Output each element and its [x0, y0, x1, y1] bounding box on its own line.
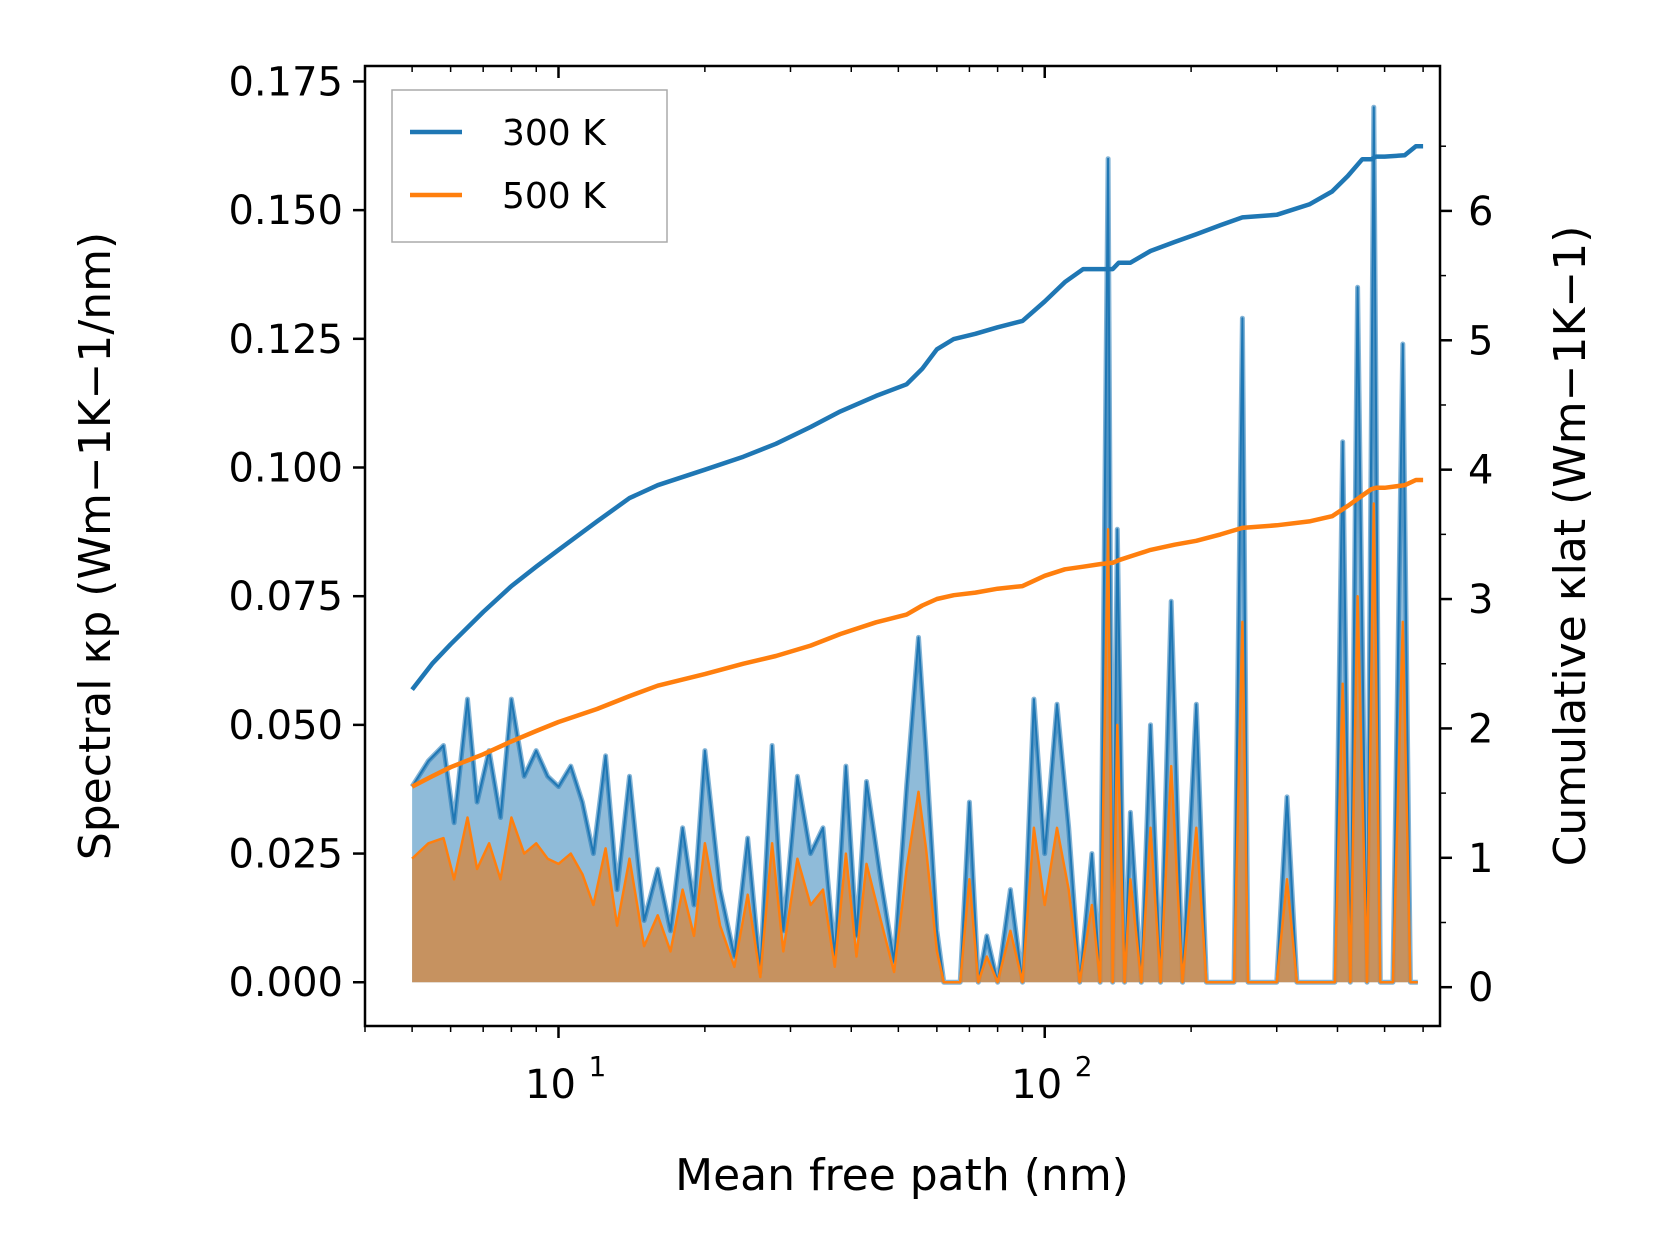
y-right-tick-label: 4: [1468, 448, 1493, 494]
spectral-fill-layer: [409, 104, 1418, 985]
spectral-500k-line: [411, 502, 1418, 984]
legend-300k-label: 300 K: [502, 113, 607, 154]
cumulative-300k-line: [410, 143, 1424, 691]
y-right-tick-label: 0: [1468, 965, 1493, 1011]
y-right-tick-label: 1: [1468, 836, 1493, 882]
y-right-tick-label: 2: [1468, 706, 1493, 752]
x-tick-label-exponent: 2: [1075, 1050, 1093, 1083]
y-left-tick-label: 0.000: [228, 960, 343, 1006]
plot-frame: [363, 64, 1442, 1028]
x-tick-label: 10: [1011, 1062, 1062, 1108]
legend-500k-label: 500 K: [502, 176, 607, 217]
cumulative-500k-line: [411, 477, 1424, 789]
y-right-tick-label: 5: [1468, 318, 1493, 364]
y-left-axis-title: Spectral κp (Wm−1K−1/nm): [70, 232, 121, 860]
y-left-tick-label: 0.075: [228, 574, 343, 620]
y-right-tick-label: 6: [1468, 189, 1493, 235]
line-layer: [410, 143, 1424, 789]
legend-box: [391, 89, 668, 243]
x-tick-label-exponent: 1: [588, 1050, 606, 1083]
y-left-tick-label: 0.150: [228, 188, 343, 234]
tick-layer: 0.000 0.025 0.050 0.075 0.100 0.125 0.150 0.175…: [228, 59, 1493, 1108]
y-left-tick-label: 0.050: [228, 703, 343, 749]
y-left-tick-label: 0.125: [228, 317, 343, 363]
x-axis-title: Mean free path (nm): [675, 1150, 1129, 1201]
y-left-tick-label: 0.025: [228, 832, 343, 878]
y-right-axis-title: Cumulative κlat (Wm−1K−1): [1545, 226, 1596, 867]
x-tick-label: 10: [525, 1062, 576, 1108]
y-right-tick-label: 3: [1468, 577, 1493, 623]
spectral-500k-area: [412, 503, 1418, 983]
y-left-tick-label: 0.175: [228, 59, 343, 105]
legend: 300 K 500 K: [391, 89, 668, 243]
y-left-tick-label: 0.100: [228, 446, 343, 492]
